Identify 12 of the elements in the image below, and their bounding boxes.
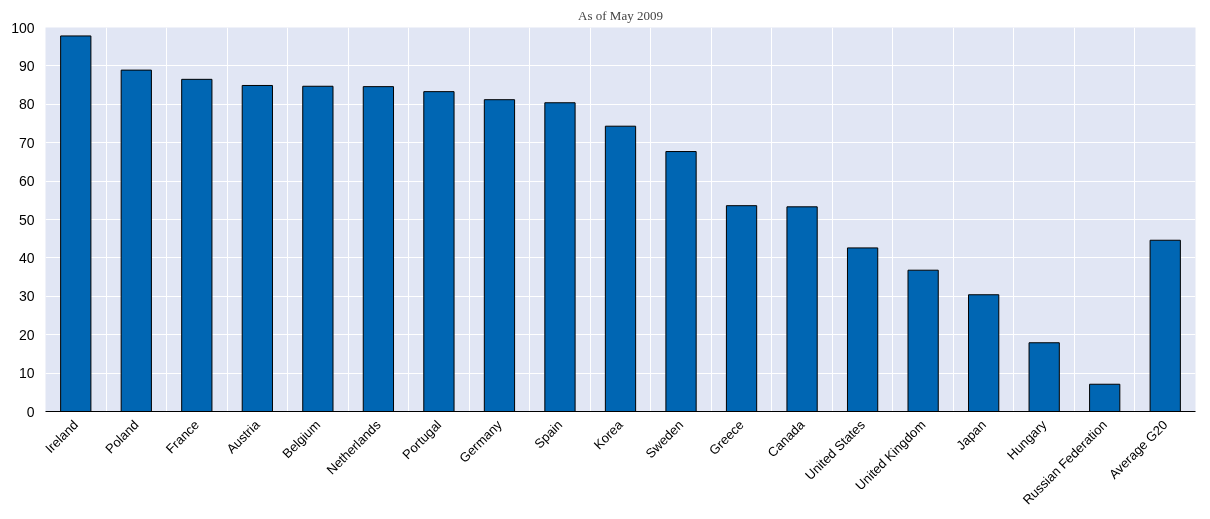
y-tick-label: 100 xyxy=(11,19,35,36)
y-tick-label: 60 xyxy=(18,173,35,190)
y-tick-label: 70 xyxy=(18,134,35,151)
y-tick-label: 20 xyxy=(18,326,35,343)
y-tick-label: 80 xyxy=(18,96,35,113)
y-tick-label: 50 xyxy=(18,211,35,228)
y-tick-label: 90 xyxy=(18,57,35,74)
y-tick-label: 0 xyxy=(26,403,35,420)
y-tick-label: 10 xyxy=(18,365,35,382)
y-tick-label: 40 xyxy=(18,249,35,266)
y-tick-label: 30 xyxy=(18,288,35,305)
chart-title: As of May 2009 xyxy=(578,7,663,23)
